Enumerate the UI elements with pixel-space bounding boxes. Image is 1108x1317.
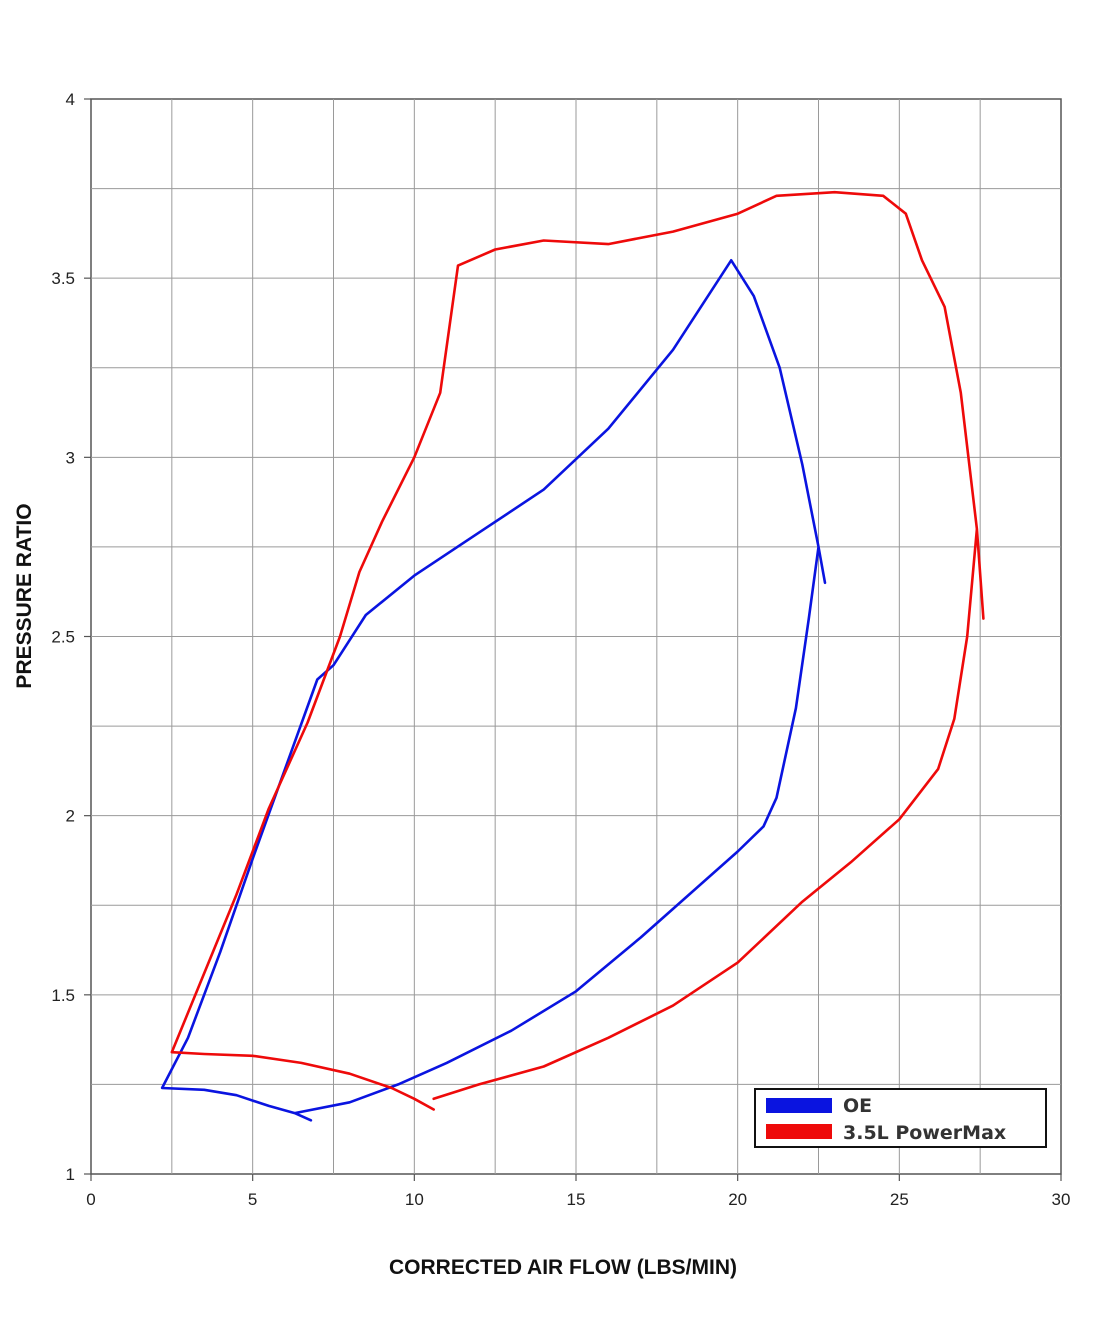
y-axis-ticks: 1 1.5 2 2.5 3 3.5 4 bbox=[51, 90, 91, 1184]
x-tick-label: 10 bbox=[405, 1190, 424, 1209]
y-tick-label: 1.5 bbox=[51, 986, 75, 1005]
y-tick-label: 1 bbox=[66, 1165, 75, 1184]
y-axis-title: PRESSURE RATIO bbox=[13, 503, 36, 688]
x-tick-label: 0 bbox=[86, 1190, 95, 1209]
x-tick-label: 30 bbox=[1052, 1190, 1071, 1209]
x-tick-label: 25 bbox=[890, 1190, 909, 1209]
legend-swatch-powermax bbox=[766, 1124, 832, 1139]
x-tick-label: 5 bbox=[248, 1190, 257, 1209]
legend: OE 3.5L PowerMax bbox=[754, 1088, 1047, 1148]
series-lines bbox=[160, 190, 985, 1122]
grid bbox=[91, 99, 1061, 1174]
x-tick-label: 15 bbox=[567, 1190, 586, 1209]
y-tick-label: 4 bbox=[66, 90, 75, 109]
legend-swatch-oe bbox=[766, 1098, 832, 1113]
x-axis-title: CORRECTED AIR FLOW (LBS/MIN) bbox=[389, 1256, 737, 1279]
legend-label-oe: OE bbox=[843, 1095, 872, 1117]
legend-label-powermax: 3.5L PowerMax bbox=[843, 1122, 1006, 1144]
y-tick-label: 3.5 bbox=[51, 269, 75, 288]
y-tick-label: 2.5 bbox=[51, 628, 75, 647]
y-tick-label: 3 bbox=[66, 448, 75, 467]
series-line-oe bbox=[160, 259, 827, 1122]
x-tick-label: 20 bbox=[728, 1190, 747, 1209]
y-tick-label: 2 bbox=[66, 807, 75, 826]
series-line-powermax bbox=[170, 190, 985, 1111]
x-axis-ticks: 0 5 10 15 20 25 30 bbox=[86, 1174, 1070, 1209]
